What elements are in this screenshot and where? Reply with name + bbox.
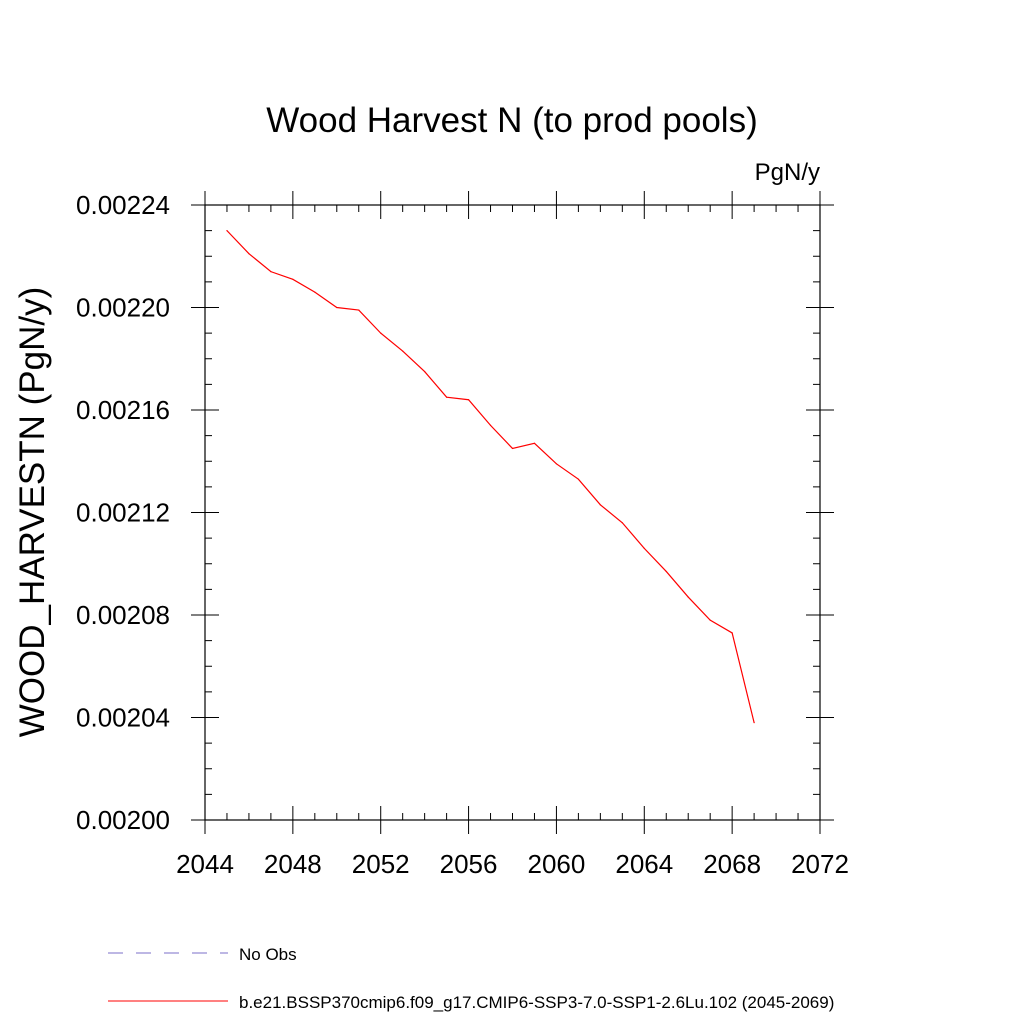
legend-label: No Obs [239, 945, 297, 964]
x-tick-label: 2060 [528, 849, 586, 879]
series-line [226, 230, 755, 723]
x-tick-label: 2072 [791, 849, 849, 879]
data-point [665, 570, 667, 573]
y-tick-label: 0.00224 [76, 190, 170, 220]
data-point [533, 442, 536, 444]
y-axis-label: WOOD_HARVESTN (PgN/y) [13, 287, 52, 738]
x-tick-label: 2044 [176, 849, 234, 879]
data-point [424, 370, 426, 373]
data-point [687, 596, 689, 598]
legend: No Obs b.e21.BSSP370cmip6.f09_g17.CMIP6-S… [108, 945, 834, 1012]
data-point [511, 447, 514, 450]
data-point [402, 350, 404, 352]
data-point [555, 463, 558, 465]
x-axis: 2044 2048 2052 2056 2060 2064 2068 2072 [176, 191, 849, 879]
y-tick-label: 0.00200 [76, 805, 170, 835]
data-point [709, 619, 711, 621]
y-tick-label: 0.00220 [76, 293, 170, 323]
x-tick-label: 2052 [352, 849, 410, 879]
y-tick-label: 0.00212 [76, 498, 170, 528]
y-tick-label: 0.00204 [76, 703, 170, 733]
units-label: PgN/y [755, 159, 820, 186]
data-point [226, 230, 228, 232]
data-point [489, 424, 492, 426]
x-tick-label: 2056 [440, 849, 498, 879]
legend-label: b.e21.BSSP370cmip6.f09_g17.CMIP6-SSP3-7.… [239, 993, 834, 1012]
data-point [753, 722, 755, 724]
data-point [467, 399, 470, 401]
data-point [446, 396, 448, 398]
data-point [380, 332, 382, 334]
data-point [336, 306, 338, 309]
data-point [314, 291, 316, 293]
data-point [292, 278, 294, 280]
x-tick-label: 2068 [703, 849, 761, 879]
y-tick-label: 0.00208 [76, 600, 170, 630]
data-point [599, 504, 601, 506]
x-tick-label: 2064 [615, 849, 673, 879]
y-tick-label: 0.00216 [76, 395, 170, 425]
data-point [731, 632, 733, 634]
data-point [248, 253, 250, 255]
plot-frame [204, 204, 821, 821]
data-point [643, 547, 645, 549]
data-point [270, 271, 272, 273]
x-tick-label: 2048 [264, 849, 322, 879]
data-point [621, 522, 623, 524]
data-point [577, 478, 579, 480]
series-layer [226, 230, 755, 724]
data-point [358, 309, 360, 311]
chart-title: Wood Harvest N (to prod pools) [266, 101, 758, 140]
y-axis: 0.00200 0.00204 0.00208 0.00212 0.00216 0.002… [76, 190, 834, 835]
